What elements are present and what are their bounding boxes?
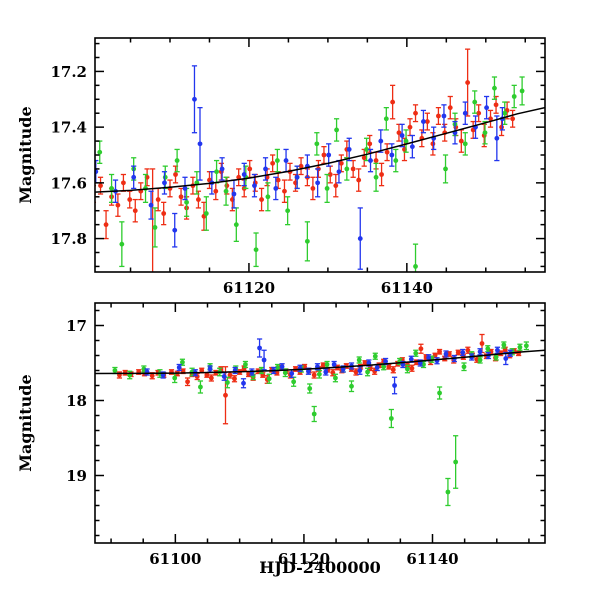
x-tick-label-bottom: 61140 bbox=[406, 550, 458, 568]
y-tick-label-top: 17.2 bbox=[50, 63, 87, 81]
model-curve bbox=[95, 106, 545, 193]
top-panel: 61120 61140 17.2 17.4 17.6 17.8 bbox=[50, 37, 546, 297]
y-tick-label-bottom: 18 bbox=[66, 392, 87, 410]
x-tick-label-top: 61140 bbox=[381, 279, 433, 297]
panel-frame-top bbox=[94, 37, 546, 273]
series-red bbox=[95, 48, 516, 272]
y-axis-label-bottom: Magnitude bbox=[16, 374, 35, 471]
plot-area-bottom bbox=[95, 333, 545, 507]
x-tick-label-bottom: 61100 bbox=[149, 550, 201, 568]
x-axis-label: HJD-2400000 bbox=[259, 558, 380, 577]
x-tick-label-top: 61120 bbox=[223, 279, 275, 297]
y-tick-label-bottom: 17 bbox=[66, 317, 87, 335]
y-tick-label-bottom: 19 bbox=[66, 467, 87, 485]
bottom-panel: 61100 61120 61140 17 18 19 bbox=[66, 302, 546, 568]
plot-area-top bbox=[95, 48, 545, 272]
model-curve bbox=[95, 349, 545, 375]
y-tick-label-top: 17.4 bbox=[50, 119, 87, 137]
x-tick-label-bottom: 61120 bbox=[278, 550, 330, 568]
y-tick-label-top: 17.6 bbox=[50, 174, 87, 192]
series-blue bbox=[95, 65, 505, 270]
panel-frame-bottom bbox=[94, 302, 546, 544]
y-tick-label-top: 17.8 bbox=[50, 230, 87, 248]
series-green bbox=[97, 76, 525, 272]
series-red bbox=[116, 333, 522, 425]
y-axis-label-top: Magnitude bbox=[16, 106, 35, 203]
